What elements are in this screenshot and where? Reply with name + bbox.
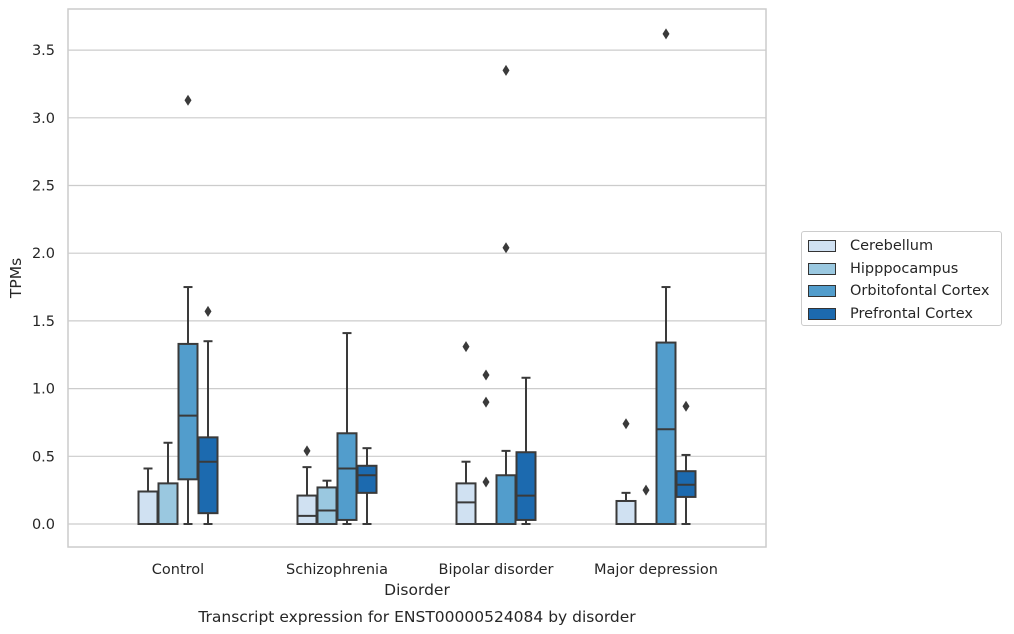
outlier-point: [482, 369, 490, 381]
box-0-3: [615, 418, 637, 525]
box-body: [615, 499, 637, 525]
box-body: [157, 482, 179, 526]
legend-swatch: [808, 240, 836, 252]
box-body: [197, 436, 219, 515]
legend-label: Hipppocampus: [850, 260, 959, 277]
y-tick-label: 1.0: [32, 382, 55, 398]
legend: Cerebellum Hipppocampus Orbitofontal Corte…: [801, 231, 1002, 326]
box-3-1: [356, 447, 378, 525]
legend-item: Cerebellum: [808, 236, 933, 256]
outlier-point: [482, 476, 490, 488]
box-0-1: [296, 445, 318, 526]
outlier-point: [642, 484, 650, 496]
box-body: [137, 490, 159, 525]
x-axis-label: Disorder: [384, 581, 450, 599]
outlier-point: [462, 341, 470, 353]
box-body: [655, 341, 677, 525]
box-1-0: [157, 441, 179, 526]
outlier-point: [184, 94, 192, 106]
legend-swatch: [808, 285, 836, 298]
outlier-point: [622, 418, 630, 430]
box-1-1: [316, 479, 338, 525]
box-1-2: [476, 369, 496, 525]
plot-frame: [67, 8, 767, 548]
outlier-point: [502, 242, 510, 254]
legend-label: Orbitofontal Cortex: [850, 283, 990, 300]
x-tick-label: Major depression: [594, 562, 718, 578]
y-tick-label: 0.5: [32, 449, 55, 465]
legend-item: Prefrontal Cortex: [808, 304, 973, 324]
box-0-0: [137, 467, 159, 525]
legend-label: Cerebellum: [850, 238, 934, 254]
x-tick-label: Bipolar disorder: [439, 562, 554, 578]
box-3-2: [515, 376, 537, 525]
box-3-0: [197, 305, 219, 525]
outlier-point: [303, 445, 311, 457]
outlier-point: [502, 64, 510, 76]
outlier-point: [204, 305, 212, 317]
outlier-point: [482, 396, 490, 408]
box-body: [336, 432, 358, 521]
outlier-point: [662, 28, 670, 40]
box-2-1: [336, 332, 358, 525]
box-1-3: [636, 484, 656, 525]
legend-item: Hipppocampus: [808, 259, 958, 279]
y-tick-labels: 0.0 0.5 1.0 1.5 2.0 2.5 3.0 3.5: [32, 43, 55, 533]
y-tick-label: 2.0: [32, 246, 55, 262]
y-tick-label: 3.0: [32, 111, 55, 127]
box-2-0: [177, 94, 199, 525]
y-tick-label: 2.5: [32, 179, 55, 195]
x-tick-label: Schizophrenia: [286, 562, 388, 578]
box-body: [515, 451, 537, 521]
box-body: [316, 486, 338, 525]
box-series: [137, 28, 697, 526]
box-0-2: [455, 341, 477, 526]
box-2-2: [495, 64, 517, 526]
legend-swatch: [808, 307, 836, 320]
y-axis-label: TPMs: [7, 258, 25, 299]
box-body: [177, 342, 199, 481]
y-tick-label: 0.0: [32, 517, 55, 533]
y-tick-label: 3.5: [32, 43, 55, 59]
box-body: [356, 464, 378, 494]
legend-swatch: [808, 262, 836, 275]
box-2-3: [655, 28, 677, 525]
box-body: [296, 494, 318, 526]
outlier-point: [682, 400, 690, 412]
box-body: [455, 482, 477, 526]
chart-title: Transcript expression for ENST0000052408…: [197, 608, 636, 626]
legend-label: Prefrontal Cortex: [850, 305, 973, 322]
box-body: [495, 474, 517, 526]
legend-item: Orbitofontal Cortex: [808, 281, 989, 301]
x-tick-label: Control: [152, 562, 204, 578]
box-3-3: [675, 400, 697, 525]
x-tick-labels: Control Schizophrenia Bipolar disorder Majo…: [152, 562, 718, 578]
y-tick-label: 1.5: [32, 314, 55, 330]
